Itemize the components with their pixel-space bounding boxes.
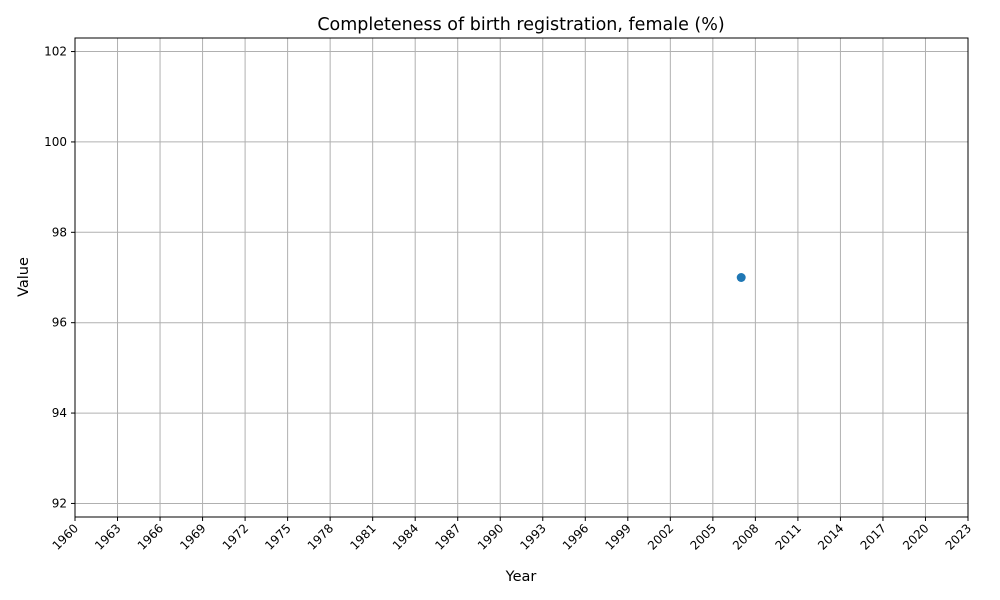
y-tick-label: 96 <box>52 316 67 330</box>
data-points <box>736 273 746 282</box>
data-point <box>736 273 746 282</box>
y-tick-label: 92 <box>52 496 67 510</box>
y-tick-label: 100 <box>44 135 67 149</box>
y-tick-label: 98 <box>52 225 67 239</box>
y-tick-label: 102 <box>44 45 67 59</box>
y-axis-title: Value <box>16 257 32 297</box>
x-axis-title: Year <box>505 569 537 585</box>
y-axis-ticks: 92 94 96 98 100 102 <box>44 45 75 510</box>
y-tick-label: 94 <box>52 406 67 420</box>
plot-area-frame <box>74 37 969 518</box>
chart-title: Completeness of birth registration, fema… <box>317 15 724 35</box>
